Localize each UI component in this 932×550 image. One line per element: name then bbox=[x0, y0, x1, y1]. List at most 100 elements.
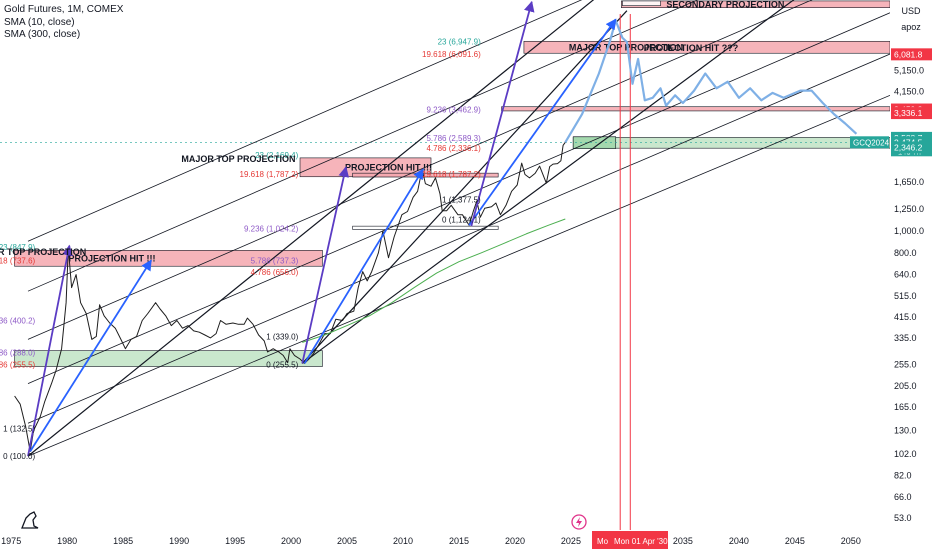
fib-level-label: 1 (339.0) bbox=[266, 333, 298, 342]
y-tick-label: 800.0 bbox=[894, 248, 917, 258]
annotation-label: MAJOR TOP PROJECTION bbox=[0, 247, 86, 257]
chart-legend: Gold Futures, 1M, COMEX SMA (10, close) … bbox=[4, 4, 123, 42]
tradingview-logo[interactable] bbox=[21, 511, 39, 529]
projection-box[interactable] bbox=[352, 172, 499, 178]
box-label: MAJOR TOP PROJECTION bbox=[569, 42, 683, 52]
projection-box[interactable] bbox=[572, 136, 617, 149]
x-tick-label: 1995 bbox=[225, 536, 245, 546]
x-tick-label: 1985 bbox=[113, 536, 133, 546]
symbol-tag-label: GCQ2024 bbox=[853, 138, 890, 147]
fib-level-label: 19.618 (1,787.2) bbox=[422, 170, 481, 179]
x-tick-label: 2050 bbox=[841, 536, 861, 546]
price-badge-label: 2,346.2 bbox=[894, 143, 923, 153]
price-line[interactable] bbox=[14, 142, 566, 452]
price-badge-label: 3,336.1 bbox=[894, 108, 923, 118]
channel-line[interactable] bbox=[27, 94, 891, 457]
x-tick-label: 2015 bbox=[449, 536, 469, 546]
annotation-label: MAJOR TOP PROJECTION bbox=[181, 154, 295, 164]
fib-level-label: 1 (1,377.5) bbox=[442, 196, 481, 205]
time-axis[interactable]: 1975 1980 1985 1990 1995 2000 2005 2010 2015 2020… bbox=[0, 530, 932, 550]
channel-line[interactable] bbox=[27, 0, 627, 457]
plot-area[interactable]: PROJECTION HIT !!!PROJECTION HIT !!!MAJO… bbox=[0, 0, 891, 530]
trend-arrow[interactable] bbox=[468, 18, 617, 226]
trend-arrow[interactable] bbox=[29, 259, 152, 452]
x-tick-label: 2045 bbox=[785, 536, 805, 546]
fib-level-label: 0 (100.0) bbox=[3, 452, 35, 461]
x-tick-label: 1975 bbox=[1, 536, 21, 546]
x-tick-label: 2005 bbox=[337, 536, 357, 546]
x-tick-label: 1990 bbox=[169, 536, 189, 546]
x-tick-label: 2040 bbox=[729, 536, 749, 546]
price-badge[interactable] bbox=[891, 141, 932, 154]
price-axis[interactable]: USD apoz 6,081.85,150.04,150.03,459.23,3… bbox=[890, 0, 932, 550]
trend-arrow[interactable] bbox=[303, 168, 424, 364]
projection-box[interactable] bbox=[572, 137, 891, 149]
y-tick-label: 53.0 bbox=[894, 513, 912, 523]
bolt-glyph bbox=[576, 517, 582, 527]
bolt-icon-button[interactable] bbox=[571, 514, 587, 530]
fib-level-label: 0 (1,124.1) bbox=[442, 215, 481, 224]
fib-level-label: 19.618 (6,091.6) bbox=[422, 50, 481, 59]
projection-box[interactable] bbox=[14, 250, 323, 267]
fib-level-label: 0 (255.5) bbox=[266, 360, 298, 369]
y-tick-label: 82.0 bbox=[894, 471, 912, 481]
channel-line[interactable] bbox=[301, 0, 890, 364]
axis-user-label: apoz bbox=[901, 22, 921, 32]
y-tick-label: 4,150.0 bbox=[894, 87, 924, 97]
y-tick-label: 205.0 bbox=[894, 381, 917, 391]
time-marker-background bbox=[592, 531, 668, 549]
fib-level-label: 23 (6,947.9) bbox=[438, 37, 481, 46]
x-tick-label: 2000 bbox=[281, 536, 301, 546]
fib-level-label: 4.786 (2,336.1) bbox=[426, 144, 481, 153]
time-marker-label: Mon 01 Apr '30 bbox=[614, 537, 668, 546]
x-tick-label: 2010 bbox=[393, 536, 413, 546]
box-label: PROJECTION HIT !!! bbox=[345, 162, 432, 172]
fib-level-label: 9.236 (400.2) bbox=[0, 317, 36, 326]
indicator-sma-10[interactable]: SMA (10, close) bbox=[4, 16, 75, 28]
y-tick-label: 1,650.0 bbox=[894, 177, 924, 187]
y-tick-label: 102.0 bbox=[894, 449, 917, 459]
projection-line[interactable] bbox=[564, 19, 858, 143]
time-marker-prefix: Mo bbox=[597, 537, 609, 546]
indicator-sma-300[interactable]: SMA (300, close) bbox=[4, 29, 81, 40]
channel-line[interactable] bbox=[27, 53, 891, 424]
channel-line[interactable] bbox=[27, 0, 890, 340]
channel-line[interactable] bbox=[301, 10, 628, 364]
y-tick-label: 335.0 bbox=[894, 333, 917, 343]
fib-level-label: 5.786 (288.0) bbox=[0, 349, 36, 358]
annotation-label: PROJECTION HIT ??? bbox=[644, 43, 739, 53]
channel-line[interactable] bbox=[27, 0, 890, 292]
dinosaur-logo-icon bbox=[21, 511, 39, 529]
axis-currency-label[interactable]: USD bbox=[901, 6, 921, 16]
price-badge[interactable] bbox=[891, 107, 932, 120]
fib-level-label: 5.786 (2,589.3) bbox=[426, 134, 481, 143]
price-badge-label: 6,081.8 bbox=[894, 49, 923, 59]
fib-level-label: 4.786 (656.0) bbox=[251, 268, 299, 277]
fib-level-label: 9.236 (3,462.9) bbox=[426, 105, 481, 114]
chart-title: Gold Futures, 1M, COMEX bbox=[4, 4, 124, 15]
y-tick-label: 1,000.0 bbox=[894, 226, 924, 236]
x-tick-label: 2020 bbox=[505, 536, 525, 546]
channel-line[interactable] bbox=[27, 12, 891, 384]
y-tick-label: 66.0 bbox=[894, 492, 912, 502]
fib-level-label: 23 (2,169.4) bbox=[255, 151, 298, 160]
channel-line[interactable] bbox=[27, 0, 890, 242]
fib-level-label: 1 (132.5) bbox=[3, 425, 35, 434]
fib-level-label: 23 (847.9) bbox=[0, 243, 36, 252]
y-tick-label: 165.0 bbox=[894, 402, 917, 412]
symbol-tag[interactable] bbox=[850, 136, 889, 149]
projection-box[interactable] bbox=[622, 0, 661, 6]
impulse-arrow[interactable] bbox=[301, 166, 350, 364]
y-tick-label: 1,250.0 bbox=[894, 204, 924, 214]
price-badge[interactable] bbox=[891, 48, 932, 61]
y-tick-label: 515.0 bbox=[894, 291, 917, 301]
y-tick-label: 640.0 bbox=[894, 270, 917, 280]
sma-300-line[interactable] bbox=[302, 218, 566, 343]
price-axis-background bbox=[890, 0, 932, 550]
box-label: PROJECTION HIT !!! bbox=[69, 253, 156, 263]
time-axis-background bbox=[0, 530, 932, 550]
impulse-arrow[interactable] bbox=[470, 0, 535, 227]
impulse-arrow[interactable] bbox=[27, 244, 73, 457]
x-tick-label: 1980 bbox=[57, 536, 77, 546]
